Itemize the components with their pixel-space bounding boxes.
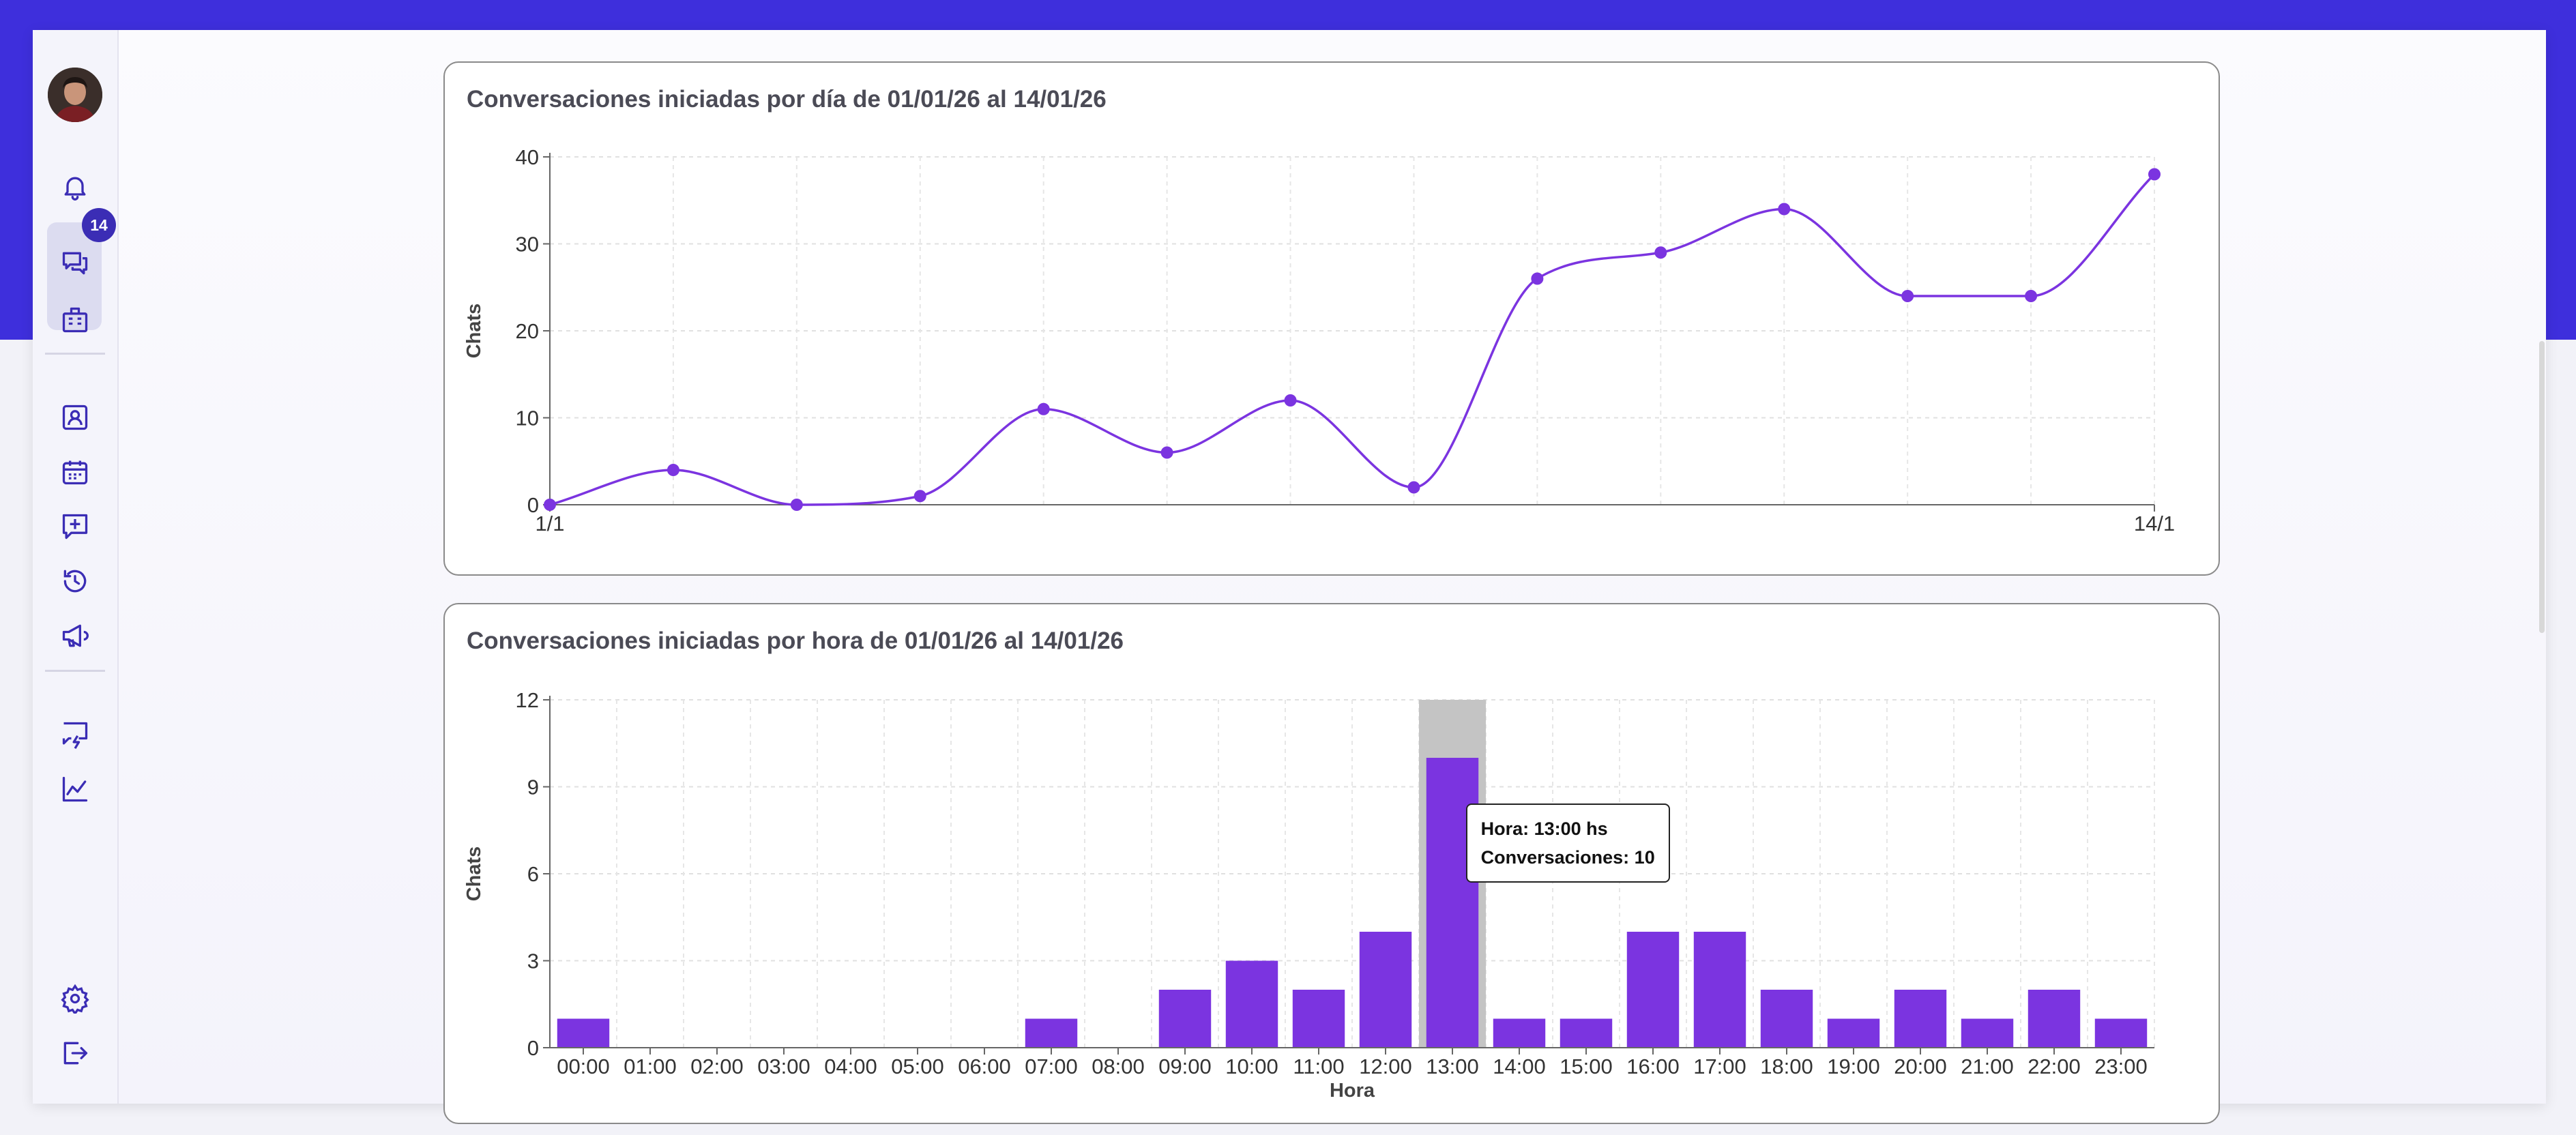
data-point (1160, 446, 1173, 459)
y-tick-label: 3 (527, 949, 539, 973)
sidebar: 14 (33, 30, 119, 1104)
add-message-icon[interactable] (60, 512, 90, 542)
bar-1700 (1693, 932, 1746, 1048)
bar-2300 (2094, 1018, 2148, 1048)
x-tick-label: 00:00 (557, 1055, 610, 1078)
x-tick-label: 15:00 (1560, 1055, 1613, 1078)
bar-1300 (1426, 758, 1479, 1048)
data-point (667, 464, 679, 476)
hourly-bar-chart: 0 3 6 9 12 00:00 01:00 02:00 03:00 04:00 05:00 06:0… (463, 688, 2155, 1102)
x-tick-label: 1/1 (535, 512, 564, 535)
chat-bubbles-icon[interactable] (60, 248, 90, 278)
gear-icon[interactable] (60, 984, 90, 1014)
chart-title: Conversaciones iniciadas por día de 01/0… (467, 86, 1107, 113)
y-tick-label: 30 (516, 233, 539, 256)
data-point (1407, 481, 1420, 494)
x-tick-label: 09:00 (1158, 1055, 1212, 1078)
data-point (913, 490, 926, 503)
bar-1200 (1359, 932, 1412, 1048)
tooltip-hour: Hora: 13:00 hs (1480, 819, 1608, 839)
x-tick-label: 19:00 (1827, 1055, 1880, 1078)
bar-1500 (1560, 1018, 1613, 1048)
data-point (1037, 402, 1050, 415)
data-point (1284, 394, 1297, 407)
x-tick-label: 12:00 (1359, 1055, 1412, 1078)
bell-icon[interactable] (60, 172, 90, 202)
scrollbar-thumb[interactable] (2539, 341, 2545, 633)
daily-line-chart: 0 10 20 30 40 1/1 14/1 Chats (463, 145, 2175, 535)
avatar[interactable] (48, 68, 102, 122)
x-tick-label: 03:00 (757, 1055, 810, 1078)
data-point (790, 499, 803, 511)
x-tick-label: 10:00 (1225, 1055, 1278, 1078)
x-tick-label: 23:00 (2094, 1055, 2148, 1078)
hourly-conversations-card: Conversaciones iniciadas por hora de 01/… (443, 603, 2220, 1124)
bar-1400 (1493, 1018, 1546, 1048)
x-tick-label: 02:00 (690, 1055, 744, 1078)
data-point (1531, 272, 1544, 285)
x-tick-label: 21:00 (1961, 1055, 2014, 1078)
y-tick-label: 9 (527, 776, 539, 799)
calendar-icon[interactable] (60, 457, 90, 487)
y-axis-label: Chats (463, 304, 485, 359)
chart-tooltip: Hora: 13:00 hs Conversaciones: 10 (1465, 804, 1670, 883)
y-tick-label: 10 (516, 407, 539, 430)
chart-line-icon[interactable] (60, 774, 90, 804)
logout-icon[interactable] (60, 1038, 90, 1068)
y-tick-label: 6 (527, 862, 539, 886)
x-tick-label: 04:00 (824, 1055, 877, 1078)
bar-0000 (557, 1018, 610, 1048)
message-bolt-icon[interactable] (60, 720, 90, 750)
data-point (1778, 203, 1791, 216)
y-tick-label: 12 (516, 688, 539, 712)
chart-title: Conversaciones iniciadas por hora de 01/… (467, 628, 1124, 654)
y-tick-label: 40 (516, 145, 539, 169)
x-tick-label: 22:00 (2028, 1055, 2081, 1078)
x-tick-label: 07:00 (1025, 1055, 1078, 1078)
bar-1800 (1760, 990, 1813, 1048)
y-axis-label: Chats (463, 846, 485, 902)
megaphone-icon[interactable] (60, 621, 90, 651)
unread-badge: 14 (82, 208, 116, 242)
x-tick-label: 05:00 (891, 1055, 944, 1078)
data-point (1654, 246, 1667, 259)
bar-1100 (1292, 990, 1345, 1048)
daily-conversations-card: Conversaciones iniciadas por día de 01/0… (443, 61, 2220, 576)
x-tick-label: 20:00 (1894, 1055, 1947, 1078)
building-icon[interactable] (60, 305, 90, 335)
data-point (2025, 290, 2038, 302)
data-point (544, 499, 556, 511)
sidebar-divider (45, 353, 105, 355)
y-tick-label: 20 (516, 319, 539, 343)
data-point (1901, 290, 1914, 302)
x-tick-label: 17:00 (1693, 1055, 1746, 1078)
history-icon[interactable] (60, 566, 90, 596)
x-axis-label: Hora (1330, 1080, 1375, 1102)
y-tick-label: 0 (527, 493, 539, 517)
x-tick-label: 18:00 (1760, 1055, 1813, 1078)
contact-card-icon[interactable] (60, 402, 90, 432)
x-tick-label: 01:00 (624, 1055, 677, 1078)
bar-1900 (1827, 1018, 1880, 1048)
x-tick-label: 11:00 (1293, 1055, 1344, 1078)
x-tick-label: 16:00 (1626, 1055, 1680, 1078)
bar-0900 (1158, 990, 1212, 1048)
x-tick-label: 14:00 (1493, 1055, 1546, 1078)
bar-1000 (1225, 960, 1278, 1048)
tooltip-count: Conversaciones: 10 (1480, 847, 1655, 868)
sidebar-divider (45, 670, 105, 672)
x-tick-label: 13:00 (1426, 1055, 1479, 1078)
bar-2100 (1961, 1018, 2014, 1048)
bar-2000 (1894, 990, 1947, 1048)
x-tick-label: 08:00 (1092, 1055, 1145, 1078)
data-point (2148, 168, 2161, 181)
bar-0700 (1025, 1018, 1078, 1048)
x-tick-label: 06:00 (958, 1055, 1011, 1078)
y-tick-label: 0 (527, 1036, 539, 1060)
bar-1600 (1626, 932, 1680, 1048)
series-line (549, 173, 2156, 506)
bar-2200 (2028, 990, 2081, 1048)
x-tick-label: 14/1 (2134, 512, 2175, 535)
